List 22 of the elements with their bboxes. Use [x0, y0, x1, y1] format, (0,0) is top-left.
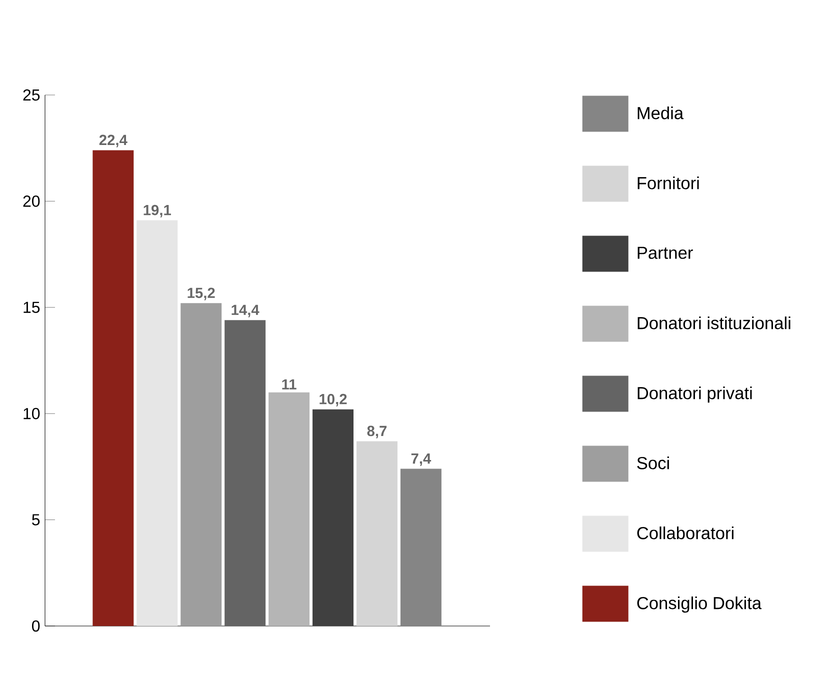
legend-label: Fornitori — [638, 176, 699, 190]
legend-label: Media — [638, 106, 684, 120]
legend-label: Collaboratori — [637, 526, 734, 540]
data-label: 22,4 — [99, 134, 128, 148]
y-tick-label: 10 — [24, 408, 40, 420]
legend-label: Consiglio Dokita — [637, 596, 762, 613]
y-tick-label: 15 — [24, 302, 40, 313]
data-label: 8,7 — [367, 426, 387, 438]
legend-label: Donatori privati — [638, 386, 752, 403]
data-label: 14,4 — [232, 304, 260, 318]
data-label: 19,1 — [144, 204, 171, 218]
data-label: 7,4 — [411, 454, 432, 466]
y-tick-label: 20 — [23, 196, 40, 207]
data-label: 11 — [282, 379, 296, 390]
legend-label: Donatori istituzionali — [638, 316, 790, 330]
data-label: 15,2 — [188, 288, 215, 300]
legend-label: Partner — [638, 246, 693, 259]
y-tick-label: 25 — [23, 89, 40, 101]
y-tick-label: 5 — [32, 514, 40, 526]
legend-label: Soci — [637, 456, 669, 470]
y-tick-label: 0 — [32, 620, 40, 632]
data-label: 10,2 — [320, 394, 347, 406]
